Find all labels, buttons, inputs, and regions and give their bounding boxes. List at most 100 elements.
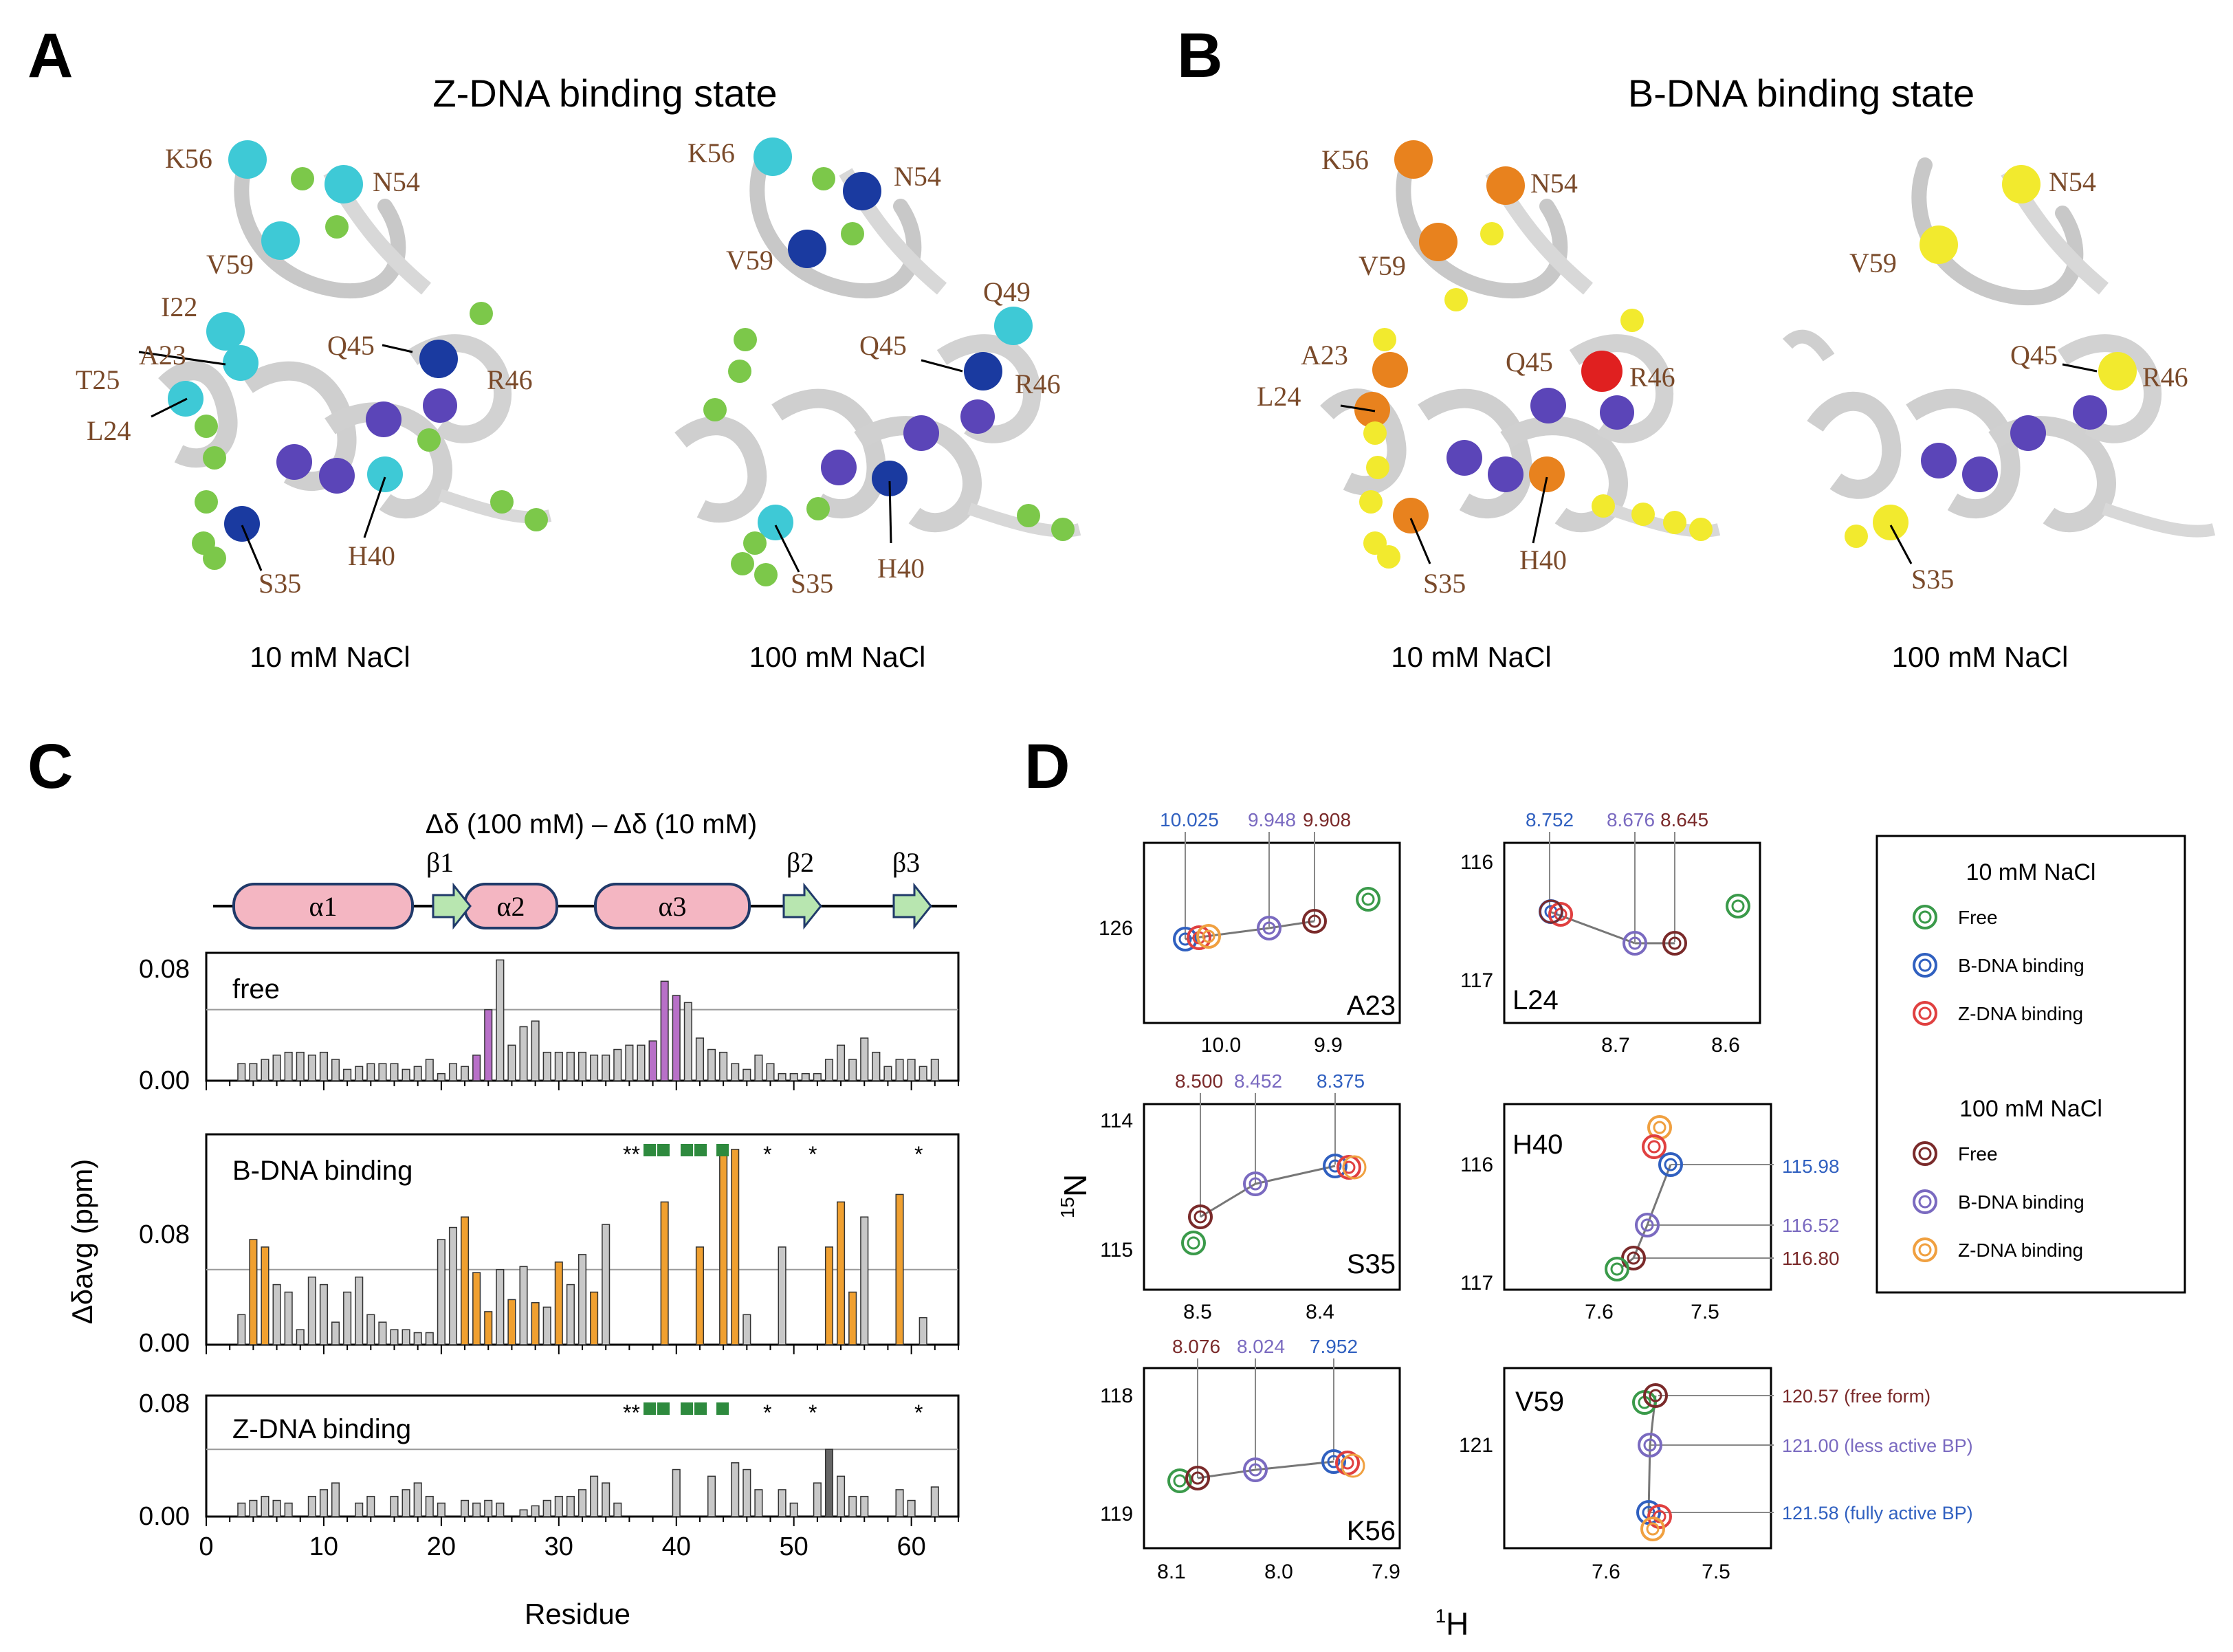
bar bbox=[625, 1044, 634, 1081]
top-value: 8.676 bbox=[1607, 809, 1655, 830]
bar bbox=[272, 1284, 281, 1345]
bar bbox=[754, 1055, 763, 1081]
residue-label: K56 bbox=[1321, 144, 1369, 175]
bar bbox=[472, 1272, 481, 1345]
bar bbox=[425, 1059, 434, 1081]
bar bbox=[907, 1059, 916, 1081]
xtick-label: 10 bbox=[309, 1532, 338, 1561]
residue-label: Q49 bbox=[983, 276, 1031, 307]
bar bbox=[355, 1066, 364, 1081]
ytick-label: 116 bbox=[1460, 1154, 1493, 1176]
bar bbox=[672, 995, 681, 1081]
bar bbox=[683, 1002, 692, 1081]
xtick-label: 8.6 bbox=[1711, 1034, 1740, 1057]
bar bbox=[402, 1489, 410, 1517]
hsqc-h40: H40 115.98 116.52 116.80 116 117 7.6 7.5 bbox=[1460, 1103, 1840, 1323]
bar bbox=[742, 1314, 751, 1345]
top-value: 8.076 bbox=[1172, 1336, 1220, 1357]
bar bbox=[813, 1072, 822, 1081]
star-marker: * bbox=[808, 1142, 817, 1167]
legend-group-title: 100 mM NaCl bbox=[1959, 1096, 2102, 1122]
bar bbox=[366, 1314, 375, 1345]
bar bbox=[355, 1276, 364, 1345]
bar bbox=[531, 1505, 540, 1517]
d-x-axis-label: 1H bbox=[1436, 1605, 1469, 1642]
xtick-label: 30 bbox=[544, 1532, 573, 1561]
bar bbox=[390, 1495, 399, 1517]
bar bbox=[496, 959, 505, 1081]
ytick-label: 126 bbox=[1099, 917, 1133, 940]
bar bbox=[590, 1475, 599, 1517]
bar bbox=[425, 1495, 434, 1517]
ytick-label: 114 bbox=[1100, 1110, 1133, 1132]
hsqc-k56: 8.076 8.024 7.952 K56 118 119 8.1 8.0 7.… bbox=[1100, 1336, 1401, 1583]
bar bbox=[307, 1055, 316, 1081]
bar bbox=[578, 1051, 587, 1081]
ss-label: β3 bbox=[892, 847, 920, 878]
bar bbox=[343, 1068, 352, 1081]
bar bbox=[413, 1482, 422, 1517]
bars bbox=[206, 1449, 959, 1526]
bar bbox=[883, 1066, 892, 1081]
x-axis-label: 1H bbox=[1436, 1605, 1469, 1642]
residue-label: H40 bbox=[1519, 544, 1567, 575]
bar bbox=[484, 1311, 493, 1345]
legend-item: Z-DNA binding bbox=[1913, 1001, 2083, 1026]
residue-label: L24 bbox=[87, 415, 131, 446]
delta-title: Δδ (100 mM) – Δδ (10 mM) bbox=[426, 809, 757, 839]
caption-b-right: 100 mM NaCl bbox=[1892, 641, 2069, 673]
residue-label: R46 bbox=[1015, 368, 1061, 399]
right-value: 115.98 bbox=[1782, 1156, 1840, 1177]
bar bbox=[731, 1149, 740, 1345]
bar bbox=[378, 1321, 387, 1345]
bar-chart-b-dna: B-DNA binding ** * * * 0.08 0.00 bbox=[139, 1133, 960, 1358]
peak bbox=[1323, 1154, 1348, 1178]
bar bbox=[707, 1475, 716, 1517]
y-axis-label: Δδavg (ppm) bbox=[66, 1159, 98, 1325]
residue-name: K56 bbox=[1347, 1516, 1396, 1546]
significance-marks: ** * * * bbox=[623, 1142, 923, 1167]
bar bbox=[261, 1495, 270, 1517]
bar bbox=[824, 1449, 834, 1517]
bar bbox=[778, 1072, 786, 1081]
residue-label: V59 bbox=[1358, 250, 1406, 281]
legend-item: Z-DNA binding bbox=[1913, 1237, 2083, 1262]
bar bbox=[660, 1201, 669, 1345]
bar bbox=[261, 1059, 270, 1081]
star-marker: * bbox=[914, 1142, 923, 1167]
top-value: 8.375 bbox=[1317, 1070, 1365, 1092]
legend-group-title: 10 mM NaCl bbox=[1966, 859, 2096, 885]
legend-item: Free bbox=[1913, 1141, 1998, 1166]
structure-b-right: N54 V59 Q45 R46 S35 bbox=[1782, 157, 2216, 595]
bar bbox=[848, 1291, 857, 1345]
xtick-label: 60 bbox=[896, 1532, 925, 1561]
panel-b: B B-DNA binding state bbox=[1177, 21, 2216, 673]
residue-label: I22 bbox=[161, 291, 197, 322]
bar bbox=[437, 1502, 446, 1517]
bar bbox=[484, 1009, 493, 1081]
bar bbox=[837, 1044, 846, 1081]
bar bbox=[390, 1063, 399, 1081]
bar bbox=[848, 1059, 857, 1081]
structure-a-right: K56 N54 V59 Q49 Q45 R46 S35 H40 bbox=[674, 137, 1081, 599]
bar bbox=[566, 1051, 575, 1081]
residue-label: Q45 bbox=[2010, 340, 2058, 371]
ytick-label: 119 bbox=[1100, 1503, 1133, 1526]
residue-label: S35 bbox=[1911, 564, 1954, 595]
xtick-label: 8.4 bbox=[1306, 1301, 1334, 1323]
bar bbox=[355, 1502, 364, 1517]
bar bbox=[507, 1044, 516, 1081]
residue-label: N54 bbox=[2049, 166, 2096, 197]
bar bbox=[695, 1246, 704, 1345]
bar bbox=[813, 1482, 822, 1517]
xtick-label: 20 bbox=[427, 1532, 456, 1561]
bar bbox=[837, 1475, 846, 1517]
star-marker: * bbox=[808, 1400, 817, 1425]
caption-b-left: 10 mM NaCl bbox=[1391, 641, 1551, 673]
bar bbox=[484, 1499, 493, 1517]
bar bbox=[425, 1332, 434, 1345]
peak bbox=[1622, 931, 1647, 956]
bar bbox=[284, 1291, 293, 1345]
xtick-label: 7.5 bbox=[1691, 1301, 1719, 1323]
bar bbox=[789, 1072, 798, 1081]
